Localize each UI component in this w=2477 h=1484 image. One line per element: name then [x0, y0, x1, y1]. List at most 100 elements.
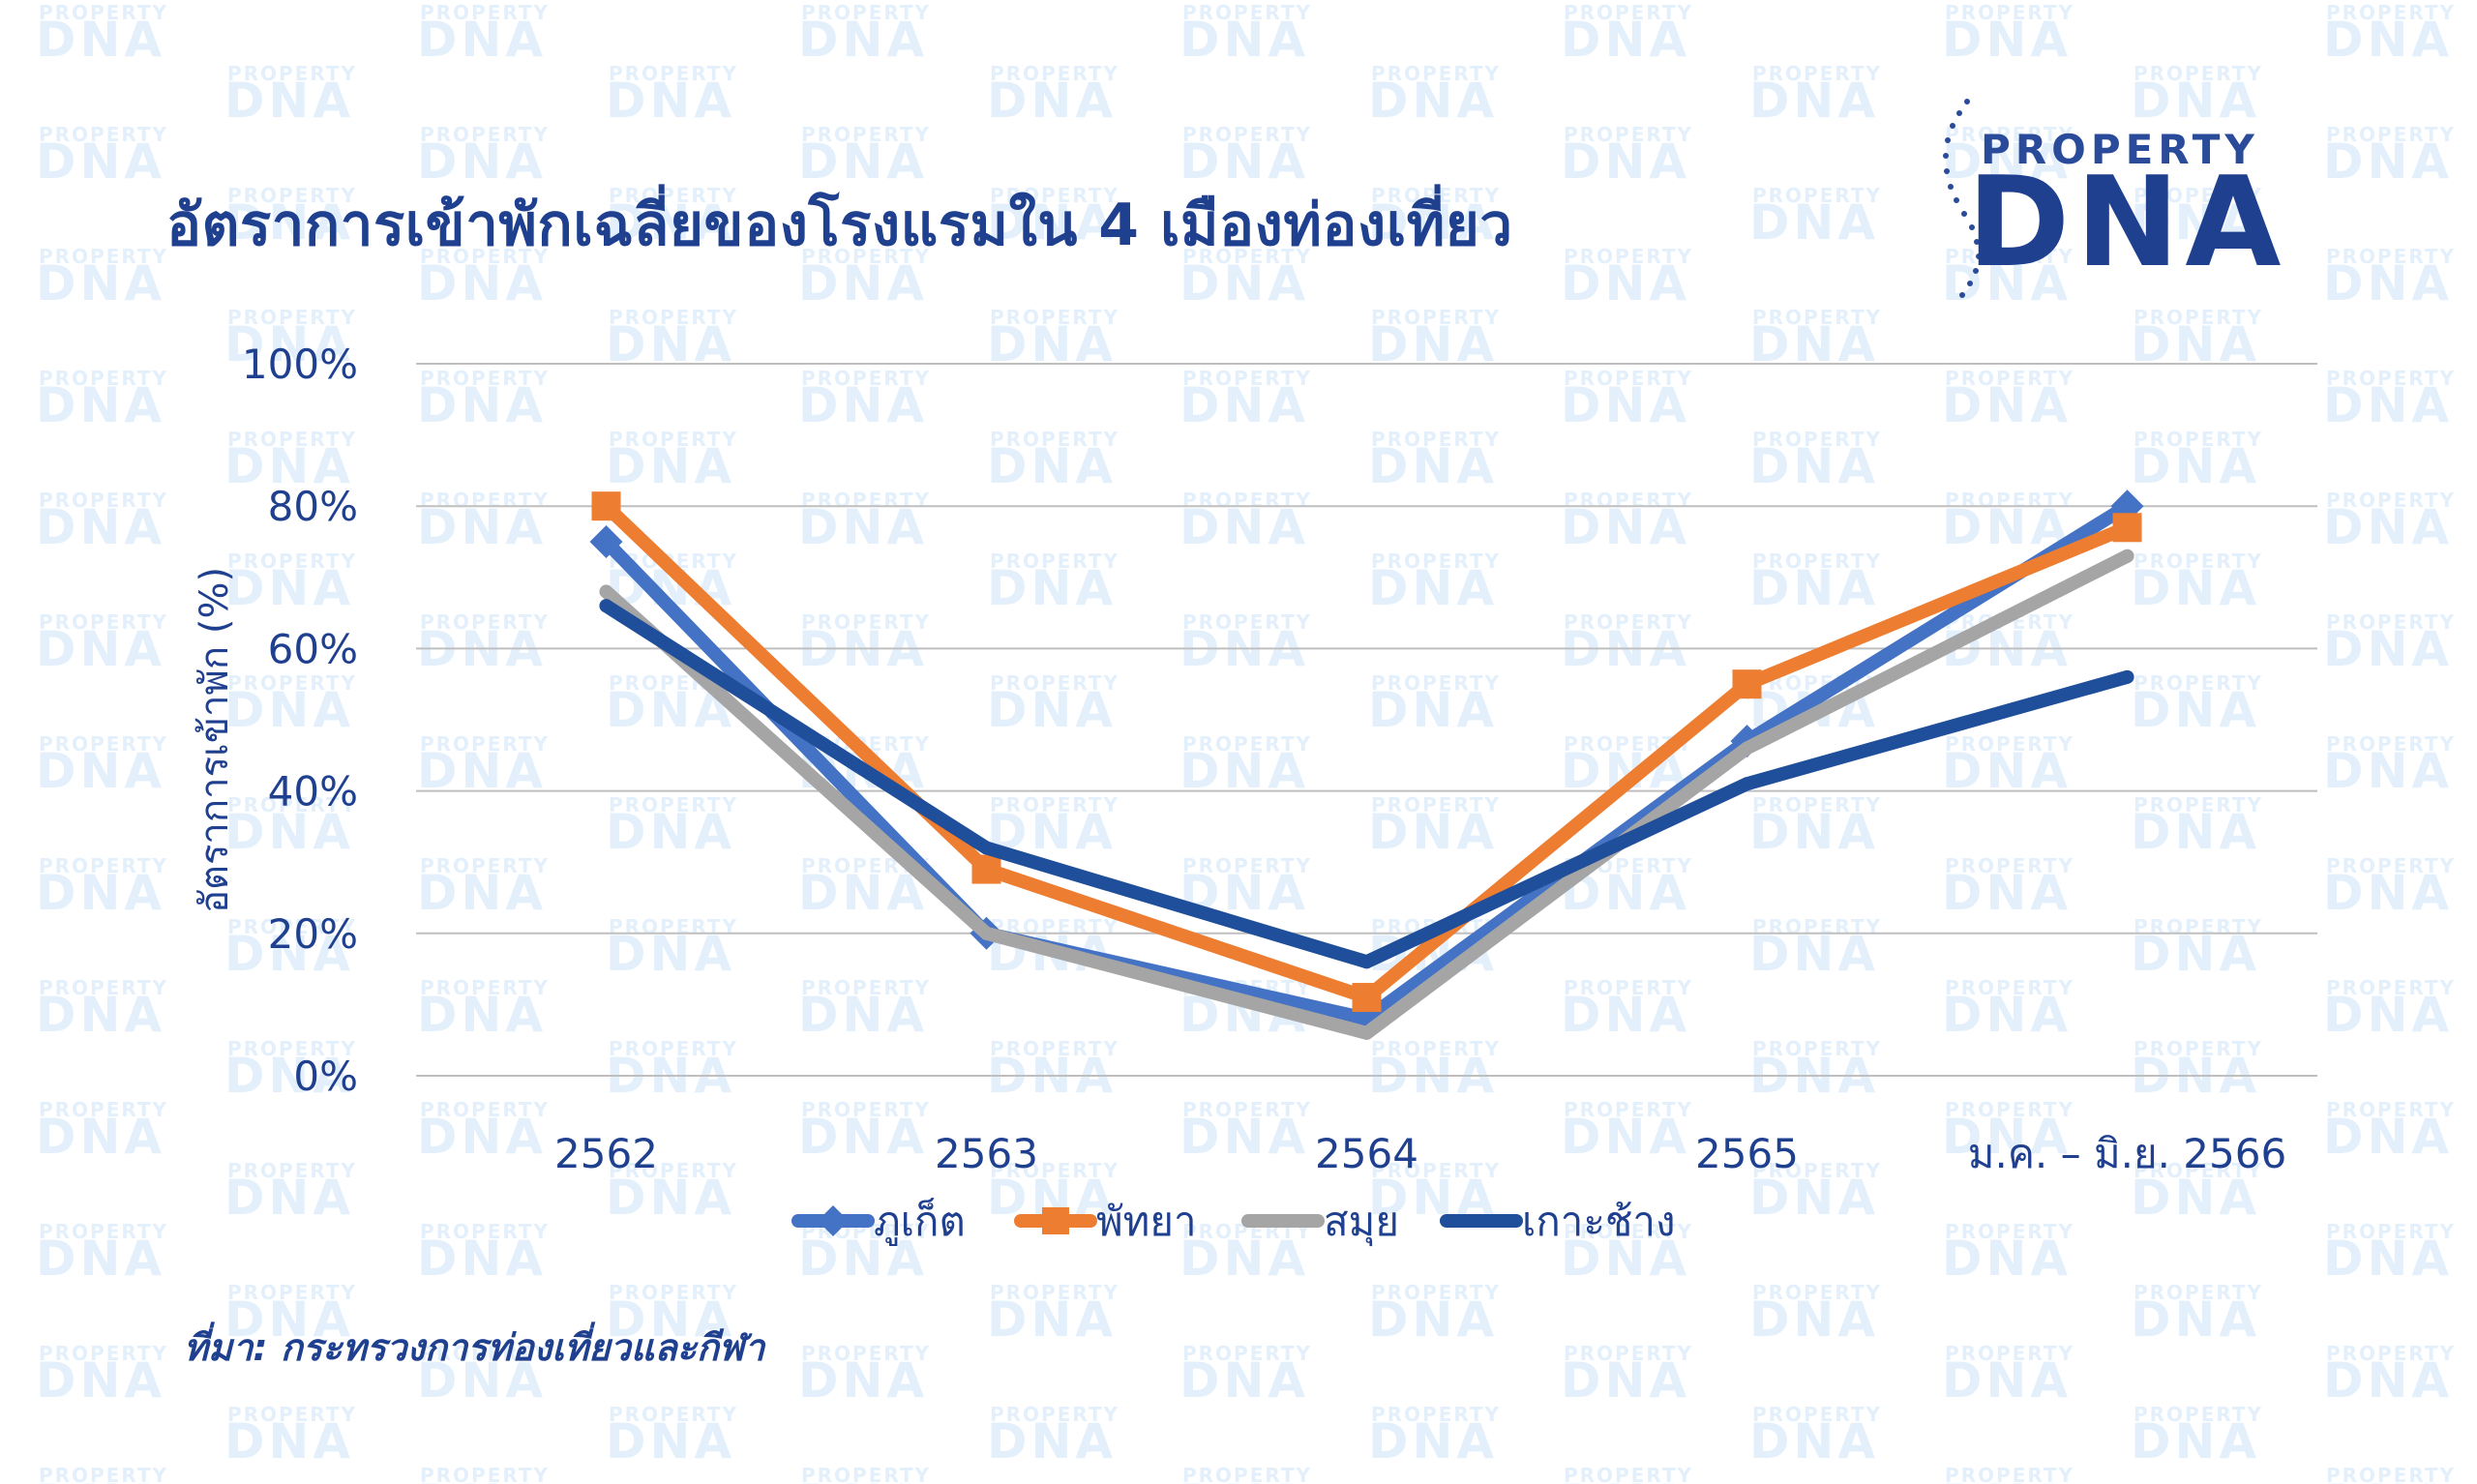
svg-text:PROPERTY: PROPERTY: [2326, 854, 2456, 877]
svg-text:PROPERTY: PROPERTY: [1182, 245, 1312, 268]
svg-text:DNA: DNA: [36, 499, 165, 555]
svg-text:DNA: DNA: [2323, 1474, 2453, 1484]
svg-text:PROPERTY: PROPERTY: [227, 1281, 357, 1304]
svg-text:PROPERTY: PROPERTY: [609, 62, 738, 85]
svg-text:DNA: DNA: [2131, 1170, 2260, 1226]
series-พัทยา: [591, 491, 2142, 1013]
svg-text:DNA: DNA: [1368, 438, 1498, 494]
svg-text:PROPERTY: PROPERTY: [1945, 1342, 2074, 1365]
svg-text:PROPERTY: PROPERTY: [2326, 1464, 2456, 1484]
svg-text:PROPERTY: PROPERTY: [990, 549, 1119, 573]
svg-text:DNA: DNA: [1942, 1231, 2072, 1287]
svg-text:PROPERTY: PROPERTY: [801, 610, 931, 634]
svg-text:PROPERTY: PROPERTY: [1371, 793, 1501, 816]
svg-text:DNA: DNA: [36, 255, 165, 312]
svg-text:DNA: DNA: [2131, 1413, 2260, 1469]
svg-text:PROPERTY: PROPERTY: [420, 123, 550, 146]
svg-text:DNA: DNA: [1179, 1109, 1309, 1165]
svg-text:DNA: DNA: [1561, 377, 1690, 433]
svg-text:DNA: DNA: [1561, 499, 1690, 555]
svg-text:PROPERTY: PROPERTY: [2134, 1281, 2263, 1304]
svg-text:PROPERTY: PROPERTY: [227, 1403, 357, 1426]
svg-text:DNA: DNA: [2323, 987, 2453, 1043]
svg-text:DNA: DNA: [1942, 377, 2072, 433]
legend-label: สมุย: [1324, 1198, 1399, 1247]
svg-text:PROPERTY: PROPERTY: [1371, 1281, 1501, 1304]
svg-text:PROPERTY: PROPERTY: [2326, 245, 2456, 268]
svg-text:PROPERTY: PROPERTY: [1371, 671, 1501, 695]
svg-text:DNA: DNA: [987, 1413, 1117, 1469]
svg-text:PROPERTY: PROPERTY: [1564, 1098, 1693, 1121]
svg-text:PROPERTY: PROPERTY: [1945, 123, 2074, 146]
svg-text:PROPERTY: PROPERTY: [1371, 549, 1501, 573]
svg-text:DNA: DNA: [1942, 255, 2072, 312]
svg-text:PROPERTY: PROPERTY: [1752, 1159, 1882, 1182]
svg-text:PROPERTY: PROPERTY: [39, 245, 168, 268]
data-point: [979, 841, 994, 855]
svg-text:DNA: DNA: [224, 194, 354, 251]
svg-text:PROPERTY: PROPERTY: [1182, 610, 1312, 634]
svg-text:PROPERTY: PROPERTY: [609, 915, 738, 938]
svg-text:PROPERTY: PROPERTY: [1564, 976, 1693, 999]
svg-text:PROPERTY: PROPERTY: [1752, 915, 1882, 938]
svg-text:DNA: DNA: [36, 1231, 165, 1287]
svg-text:PROPERTY: PROPERTY: [609, 428, 738, 451]
svg-text:DNA: DNA: [417, 865, 547, 921]
svg-text:PROPERTY: PROPERTY: [1945, 367, 2074, 390]
svg-text:PROPERTY: PROPERTY: [227, 62, 357, 85]
svg-text:DNA: DNA: [1942, 1352, 2072, 1409]
data-point: [1352, 983, 1382, 1013]
svg-text:PROPERTY: PROPERTY: [1752, 1403, 1882, 1426]
svg-text:PROPERTY: PROPERTY: [1371, 1159, 1501, 1182]
source-note: ที่มา: กระทรวงการท่องเที่ยวและกีฬา: [184, 1326, 765, 1369]
svg-text:DNA: DNA: [36, 865, 165, 921]
svg-text:PROPERTY: PROPERTY: [1564, 610, 1693, 634]
svg-text:PROPERTY: PROPERTY: [420, 1220, 550, 1243]
svg-text:DNA: DNA: [987, 1291, 1117, 1348]
logo-text-main: DNA: [1967, 151, 2287, 295]
chart-title: อัตราการเข้าพักเฉลี่ยของโรงแรมใน 4 เมือง…: [166, 192, 1513, 259]
svg-text:PROPERTY: PROPERTY: [39, 1220, 168, 1243]
svg-text:DNA: DNA: [224, 682, 354, 738]
svg-text:PROPERTY: PROPERTY: [420, 854, 550, 877]
svg-text:DNA: DNA: [1368, 560, 1498, 616]
svg-text:PROPERTY: PROPERTY: [2326, 610, 2456, 634]
svg-text:DNA: DNA: [1561, 255, 1690, 312]
svg-text:PROPERTY: PROPERTY: [39, 1, 168, 24]
svg-text:DNA: DNA: [1179, 377, 1309, 433]
svg-text:PROPERTY: PROPERTY: [227, 428, 357, 451]
svg-text:DNA: DNA: [224, 438, 354, 494]
svg-text:PROPERTY: PROPERTY: [1945, 976, 2074, 999]
svg-text:PROPERTY: PROPERTY: [2326, 367, 2456, 390]
svg-text:DNA: DNA: [798, 1474, 928, 1484]
svg-text:PROPERTY: PROPERTY: [1371, 1037, 1501, 1060]
svg-text:DNA: DNA: [2323, 12, 2453, 68]
svg-text:DNA: DNA: [1179, 134, 1309, 190]
svg-text:PROPERTY: PROPERTY: [990, 793, 1119, 816]
svg-text:DNA: DNA: [224, 560, 354, 616]
legend-label: เกาะช้าง: [1522, 1198, 1676, 1245]
